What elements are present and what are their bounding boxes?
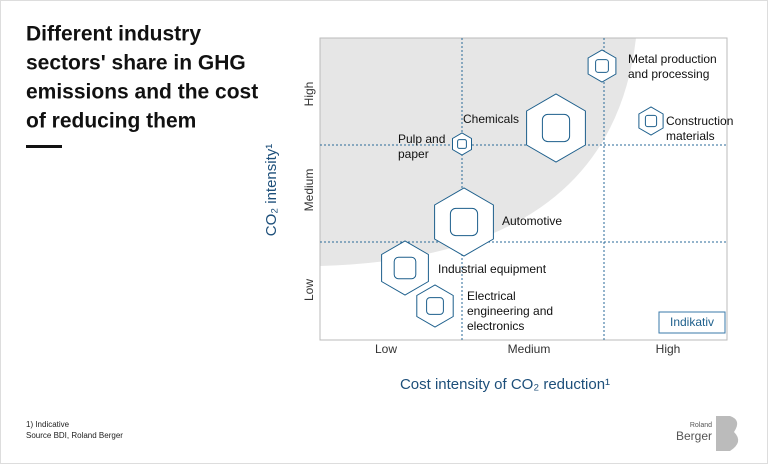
x-tick-label: Medium <box>508 342 551 356</box>
x-axis-title: Cost intensity of CO₂ reduction¹ <box>400 376 610 393</box>
node-label: Pulp and <box>398 132 445 146</box>
logo-large: Berger <box>676 429 712 443</box>
icon <box>595 59 609 73</box>
node-label: paper <box>398 147 429 161</box>
title-line: sectors' share in GHG <box>26 52 246 75</box>
hexagon <box>434 187 494 257</box>
node-label: Industrial equipment <box>438 262 547 276</box>
node-label: electronics <box>467 319 524 333</box>
x-tick-label: High <box>656 342 681 356</box>
hexagon <box>452 132 472 156</box>
y-tick-label: High <box>302 82 316 107</box>
hexagons <box>381 49 664 328</box>
title-line: Different industry <box>26 23 201 46</box>
icon <box>426 297 444 315</box>
hexagon <box>416 284 454 328</box>
icon <box>393 256 417 280</box>
hexagon <box>638 106 664 136</box>
footnote: 1) Indicative <box>26 420 70 429</box>
node-label: Construction <box>666 114 733 128</box>
source: Source BDI, Roland Berger <box>26 431 123 440</box>
node-label: Automotive <box>502 214 562 228</box>
node-label: Electrical <box>467 289 516 303</box>
hexagon <box>526 93 586 163</box>
hexagon <box>381 240 429 296</box>
title-line: emissions and the cost <box>26 81 258 104</box>
node-label: Chemicals <box>463 112 519 126</box>
node-label: engineering and <box>467 304 553 318</box>
logo-mark <box>716 416 739 451</box>
hexagon <box>587 49 617 83</box>
node-label: materials <box>666 129 715 143</box>
y-tick-label: Medium <box>302 169 316 212</box>
title: Different industry sectors' share in GHG… <box>26 23 258 133</box>
x-tick-label: Low <box>375 342 397 356</box>
icon <box>449 207 479 237</box>
node-label: Metal production <box>628 52 717 66</box>
badge-box <box>658 311 726 334</box>
title-line: of reducing them <box>26 110 196 133</box>
icon <box>644 114 658 128</box>
plot-border <box>319 37 728 341</box>
y-axis-title: CO₂ intensity¹ <box>263 144 280 237</box>
y-tick-label: Low <box>302 279 316 301</box>
logo-small: Roland <box>690 422 712 429</box>
icon <box>457 139 467 149</box>
badge: Indikativ <box>670 315 714 329</box>
icon <box>541 113 571 143</box>
node-label: and processing <box>628 67 709 81</box>
title-rule <box>26 145 62 148</box>
